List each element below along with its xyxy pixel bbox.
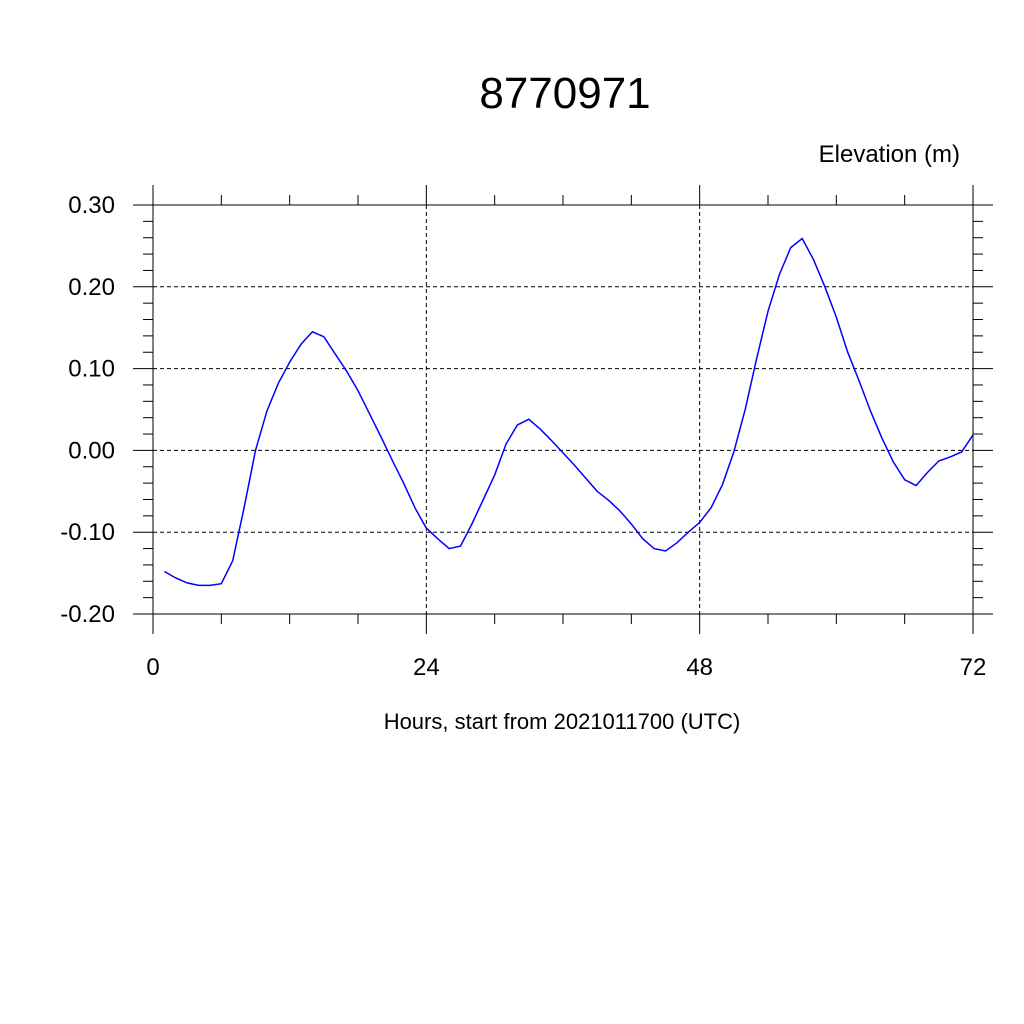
chart-title: 8770971: [479, 69, 650, 118]
series-line: [164, 237, 974, 587]
x-tick-label: 24: [413, 654, 440, 681]
plot-frame: [152, 204, 974, 615]
series-layer: [164, 237, 974, 587]
y-tick-label: -0.20: [60, 601, 115, 628]
x-axis-label: Hours, start from 2021011700 (UTC): [384, 709, 741, 734]
y-tick-labels: -0.20 -0.10 0.00 0.10 0.20 0.30: [60, 192, 115, 628]
x-tick-label: 72: [960, 654, 987, 681]
y-tick-label: 0.20: [68, 274, 115, 301]
y-tick-label: 0.30: [68, 192, 115, 219]
y-tick-label: 0.00: [68, 437, 115, 464]
y-tick-label: 0.10: [68, 356, 115, 383]
tick-marks: [133, 185, 993, 634]
x-tick-label: 0: [146, 654, 159, 681]
x-tick-labels: 0 24 48 72: [146, 654, 986, 681]
y-axis-label: Elevation (m): [819, 141, 960, 168]
plot-border: [152, 204, 974, 615]
grid-lines: [153, 204, 973, 615]
y-tick-label: -0.10: [60, 519, 115, 546]
x-tick-label: 48: [686, 654, 713, 681]
